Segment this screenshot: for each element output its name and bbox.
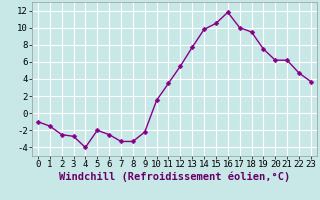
X-axis label: Windchill (Refroidissement éolien,°C): Windchill (Refroidissement éolien,°C) xyxy=(59,172,290,182)
